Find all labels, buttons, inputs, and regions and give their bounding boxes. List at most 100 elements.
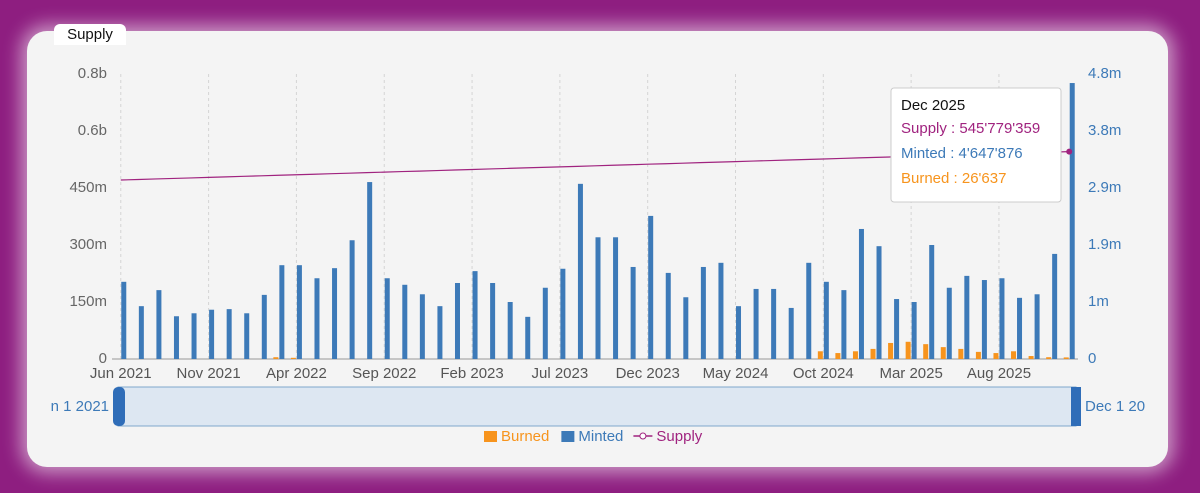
- bar: [1034, 294, 1040, 359]
- x-tick-label: Apr 2022: [266, 365, 327, 382]
- y-tick-label: 150m: [69, 293, 107, 310]
- bar: [613, 237, 619, 359]
- bar: [209, 309, 215, 359]
- y-tick-label: 300m: [69, 236, 107, 253]
- bar: [314, 278, 320, 359]
- bar: [923, 344, 929, 359]
- bar: [349, 240, 355, 359]
- bar: [121, 281, 127, 359]
- point: [1066, 148, 1073, 155]
- bar: [577, 183, 583, 359]
- bar: [940, 347, 946, 359]
- legend-item[interactable]: Burned: [484, 428, 549, 445]
- bar: [437, 306, 443, 359]
- bar: [683, 297, 689, 359]
- x-tick-label: Nov 2021: [176, 365, 240, 382]
- bar: [771, 288, 777, 359]
- bar: [630, 266, 636, 359]
- bar: [1011, 351, 1017, 359]
- bar: [138, 306, 144, 359]
- x-tick-label: Sep 2022: [352, 365, 416, 382]
- bar: [958, 348, 964, 359]
- bar: [1028, 356, 1034, 359]
- bar: [841, 290, 847, 359]
- bar: [665, 272, 671, 359]
- bar: [402, 284, 408, 359]
- bar: [999, 278, 1005, 359]
- bar: [858, 228, 864, 359]
- bar: [817, 351, 823, 359]
- legend-label: Minted: [578, 428, 623, 445]
- y2-tick-label: 1.9m: [1088, 236, 1121, 253]
- y2-tick-label: 1m: [1088, 293, 1109, 310]
- tooltip-line: Supply : 545'779'359: [901, 120, 1040, 137]
- bar: [273, 357, 279, 359]
- tooltip: [890, 87, 1062, 203]
- x-tick-label: Aug 2025: [967, 365, 1031, 382]
- legend-item[interactable]: Supply: [633, 428, 703, 445]
- legend-swatch: [484, 431, 497, 442]
- zoom-handle[interactable]: [113, 387, 125, 426]
- x-tick-label: Feb 2023: [440, 365, 503, 382]
- bar: [888, 342, 894, 359]
- bar: [946, 287, 952, 359]
- bar: [718, 262, 724, 359]
- bar: [993, 353, 999, 359]
- zoom-start-label: n 1 2021: [51, 398, 109, 415]
- bar: [472, 271, 478, 359]
- bar: [419, 294, 425, 359]
- bar: [454, 283, 460, 359]
- bar: [367, 182, 373, 359]
- y-tick-label: 0.8b: [78, 65, 107, 82]
- bar: [1046, 357, 1052, 359]
- y2-tick-label: 2.9m: [1088, 179, 1121, 196]
- bar: [261, 294, 267, 359]
- panel-title: Supply: [54, 24, 126, 45]
- x-tick-label: Jun 2021: [90, 365, 152, 382]
- bar: [870, 348, 876, 359]
- bar: [296, 265, 302, 359]
- x-tick-label: Mar 2025: [879, 365, 942, 382]
- bar: [1017, 297, 1023, 359]
- tooltip-line: Burned : 26'637: [901, 170, 1006, 187]
- bar: [788, 307, 794, 359]
- bar: [507, 302, 513, 359]
- legend-label: Supply: [656, 428, 702, 445]
- bar: [806, 262, 812, 359]
- bar: [226, 309, 232, 359]
- y2-tick-label: 0: [1088, 350, 1096, 367]
- x-tick-label: Dec 2023: [616, 365, 680, 382]
- bar: [975, 351, 981, 359]
- zoom-handle[interactable]: [1071, 387, 1081, 426]
- bar: [332, 268, 338, 359]
- bar: [1063, 357, 1069, 359]
- bar: [911, 302, 917, 359]
- bar: [905, 341, 911, 359]
- bar: [894, 299, 900, 359]
- tooltip-title: Dec 2025: [901, 97, 965, 114]
- x-tick-label: May 2024: [703, 365, 769, 382]
- y-tick-label: 0: [99, 350, 107, 367]
- x-tick-label: Jul 2023: [532, 365, 589, 382]
- zoom-end-label: Dec 1 20: [1085, 398, 1145, 415]
- bar: [525, 316, 531, 359]
- bar: [736, 306, 742, 359]
- y2-tick-label: 3.8m: [1088, 122, 1121, 139]
- bar: [964, 275, 970, 359]
- bar: [384, 278, 390, 359]
- bar: [542, 287, 548, 359]
- bar: [595, 237, 601, 359]
- bar: [876, 246, 882, 359]
- bar: [648, 215, 654, 359]
- y-tick-label: 450m: [69, 179, 107, 196]
- x-tick-label: Oct 2024: [793, 365, 854, 382]
- legend-swatch: [561, 431, 575, 442]
- tooltip-line: Minted : 4'647'876: [901, 145, 1023, 162]
- bar: [753, 288, 759, 359]
- y-tick-label: 0.6b: [78, 122, 107, 139]
- bar: [191, 313, 197, 359]
- zoom-track: [117, 386, 1077, 427]
- legend-item[interactable]: Minted: [561, 428, 623, 445]
